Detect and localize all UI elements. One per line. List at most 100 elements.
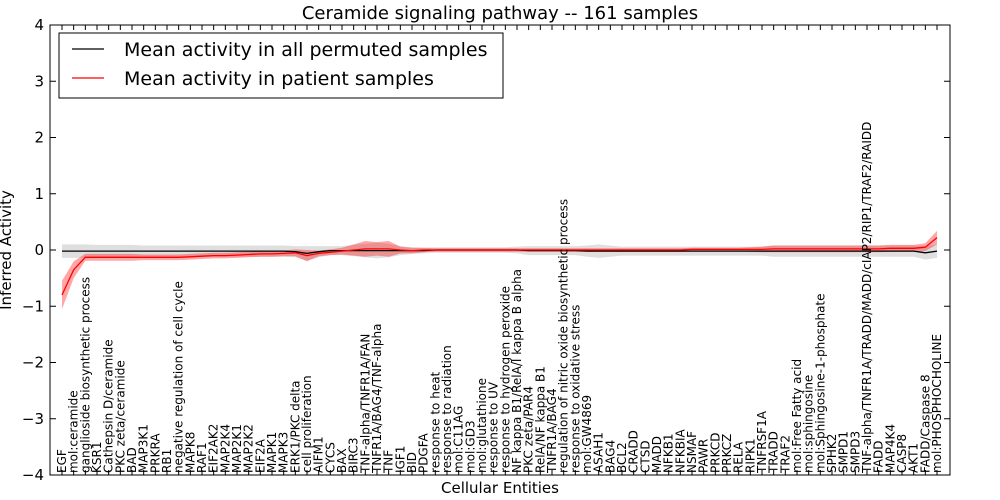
x-category-label: MAPK1 [265,432,279,473]
x-category-label: MAPK8 [183,432,197,473]
x-category-label: TNF [382,450,396,474]
y-tick-label: 2 [34,129,44,147]
x-category-label: mol:Sphingosine-1-phosphate [813,293,827,473]
plot-frame [49,24,951,476]
legend-box [58,32,504,99]
legend-label-patient: Mean activity in patient samples [124,68,434,90]
legend: Mean activity in all permuted samples Me… [58,32,504,99]
y-tick-label: −2 [22,354,44,372]
x-category-label: mol:C11AG [452,406,466,473]
x-category-label: mol:ceramide [67,390,81,473]
x-category-label: TNF-alpha/TNFR1A/TRADD/MADD/cIAP2/RIP1/T… [860,122,874,474]
y-tick-label: 3 [34,72,44,90]
x-category-label: mol:glutathione [475,378,489,473]
x-category-label: BIRC3 [347,438,361,474]
x-category-label: BAD [125,447,139,473]
x-category-label: EIF2AK2 [207,424,221,473]
x-category-label: PRKCD [708,433,722,473]
x-category-label: SMPD3 [848,431,862,473]
x-category-label: NSMAF [685,431,699,473]
x-category-label: BAX [335,448,349,473]
x-category-label: BID [405,452,419,473]
x-category-label: CYCS [323,442,337,473]
x-category-label: EGF [55,449,69,473]
x-category-label: RB1 [160,449,174,473]
x-category-label: PRKCZ [720,434,734,473]
x-category-label: BCL2 [615,442,629,473]
x-category-label: MAP3K1 [137,424,151,473]
x-category-label: regulation of nitric oxide biosynthetic … [557,199,571,473]
x-category-label: TNFRSF1A [755,410,769,474]
x-category-label: mol:Free Fatty acid [790,359,804,473]
x-category-label: FADD/Caspase 8 [918,374,932,473]
x-category-label: ERK1/PKC delta [288,380,302,473]
x-category-label: PKC zeta/ceramide [113,360,127,473]
x-category-label: MAP2K1 [230,424,244,473]
x-category-label: RAF1 [195,442,209,473]
x-category-label: RelA/NF kappa B1 [533,366,547,473]
x-category-label: AIFM1 [312,436,326,473]
y-tick-label: −4 [22,466,44,484]
x-category-label: MAP2K4 [218,424,232,473]
x-category-label: mol:GD3 [463,420,477,473]
x-category-label: AKT1 [907,443,921,473]
series-band-0 [62,242,937,261]
x-category-label: TRAF2 [778,435,792,474]
x-category-label: response to heat [428,371,442,473]
y-tick-label: −1 [22,297,44,315]
x-category-label: Cathepsin D/ceramide [102,339,116,473]
x-category-label: IGF1 [393,446,407,473]
y-tick-label: 1 [34,185,44,203]
x-category-label: MAP2K2 [242,424,256,473]
x-category-label: ganglioside biosynthetic process [78,277,92,473]
x-category-label: TNFR1A/BAG4/TNF-alpha [370,324,384,474]
x-category-label: SMPD1 [837,431,851,473]
x-category-label: ASAH1 [592,432,606,473]
x-category-label: NFKBIA [673,428,687,473]
y-axis-label: Inferred Activity [0,190,15,310]
x-category-label: TNF-alpha/TNFR1A/FAN [358,334,372,474]
x-category-label: CASP8 [895,434,909,473]
x-category-label: response to oxidative stress [568,305,582,473]
x-category-label: PRKRA [148,433,162,473]
series-band-1 [62,230,937,310]
legend-label-permuted: Mean activity in all permuted samples [124,39,487,61]
x-category-label: MAP4K4 [883,424,897,473]
x-category-label: NF kappa B1/RelA/I kappa B alpha [510,269,524,473]
x-category-label: response to hydrogen peroxide [498,286,512,473]
x-category-label: BAG4 [603,440,617,473]
x-category-label: MAPK3 [277,432,291,473]
x-category-label: RIPK1 [743,438,757,473]
x-category-label: mol:sphingosine [802,375,816,473]
x-category-label: RELA [732,441,746,473]
x-category-label: response to UV [487,381,501,473]
x-category-label: PKC zeta/PAR4 [522,386,536,473]
x-category-label: FADD [872,441,886,474]
x-category-label: NFKB1 [662,433,676,473]
x-category-label: TRADD [767,431,781,474]
x-axis-label: Cellular Entities [441,479,559,497]
x-category-label: mol:GW4869 [580,395,594,473]
x-category-label: CTSD [638,440,652,473]
x-category-label: PAWR [697,439,711,473]
x-category-label: MADD [650,436,664,473]
y-tick-label: −3 [22,410,44,428]
x-category-label: mol:PHOSPHOCHOLINE [930,334,944,473]
x-category-label: EIF2A [253,438,267,473]
y-tick-label: 0 [34,241,44,259]
x-category-label: negative regulation of cell cycle [172,281,186,473]
x-category-label: cell proliferation [300,375,314,473]
y-axis-ticks: −4 −3 −2 −1 0 1 2 3 4 [22,16,950,484]
x-category-label: TNFR1A/BAG4 [545,388,559,474]
x-category-label: KSR1 [90,442,104,473]
x-category-label: CRADD [627,430,641,473]
plot-area [61,230,938,310]
x-category-label: PDGFA [417,432,431,473]
series-line-1 [61,237,938,296]
x-category-label: response to radiation [440,345,454,473]
chart-title: Ceramide signaling pathway -- 161 sample… [302,3,698,24]
x-category-label: SPHK2 [825,434,839,473]
y-tick-label: 4 [34,16,44,34]
